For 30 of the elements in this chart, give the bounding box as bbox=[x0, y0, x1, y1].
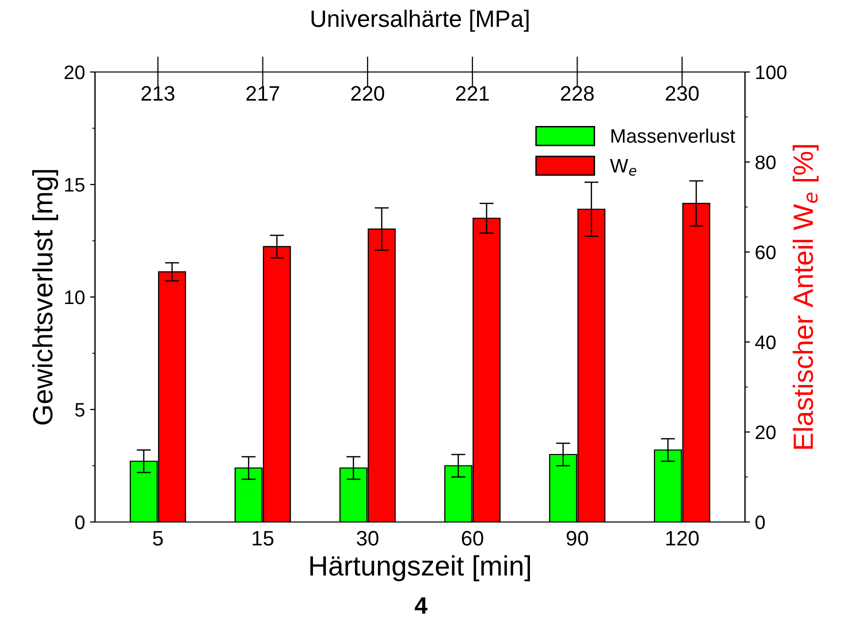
x2-axis-title: Universalhärte [MPa] bbox=[312, 10, 529, 32]
text: 4 bbox=[414, 597, 428, 614]
y2-axis-title: Elastischer Anteil W$_{e}$ [%] bbox=[792, 145, 819, 449]
y2-tick-label: 100 bbox=[756, 65, 786, 80]
legend-label: Massenverlust bbox=[612, 128, 736, 143]
y-tick-label: 5 bbox=[75, 403, 84, 417]
y2-tick-label: 40 bbox=[755, 335, 776, 350]
y-tick-label: 15 bbox=[65, 178, 84, 192]
x-tick-label: 90 bbox=[566, 530, 588, 546]
y2-tick-label: 60 bbox=[756, 245, 776, 260]
annotation: 220 bbox=[351, 86, 384, 101]
y2-tick-label: 0 bbox=[755, 515, 765, 530]
x-tick-label: 120 bbox=[666, 530, 699, 546]
annotation: 230 bbox=[666, 86, 699, 101]
y2-tick-label: 80 bbox=[756, 155, 776, 170]
x-tick-label: 60 bbox=[462, 530, 484, 546]
legend-label: W$_{e}$ bbox=[610, 158, 636, 176]
y-tick-label: 10 bbox=[65, 290, 85, 304]
annotation: 228 bbox=[560, 86, 594, 101]
y-axis-title: Gewichtsverlust [mg] bbox=[32, 170, 58, 424]
annotation: 217 bbox=[246, 86, 280, 101]
x-tick-label: 30 bbox=[356, 530, 378, 546]
x-tick-label: 15 bbox=[252, 531, 274, 546]
y-tick-label: 20 bbox=[64, 65, 85, 80]
y-tick-label: 0 bbox=[75, 515, 85, 530]
y2-tick-label: 20 bbox=[756, 425, 776, 440]
annotation: 221 bbox=[456, 86, 489, 101]
x-tick-label: 5 bbox=[152, 531, 163, 546]
x-axis-title: Härtungszeit [min] bbox=[310, 555, 530, 582]
annotation: 213 bbox=[142, 86, 174, 101]
